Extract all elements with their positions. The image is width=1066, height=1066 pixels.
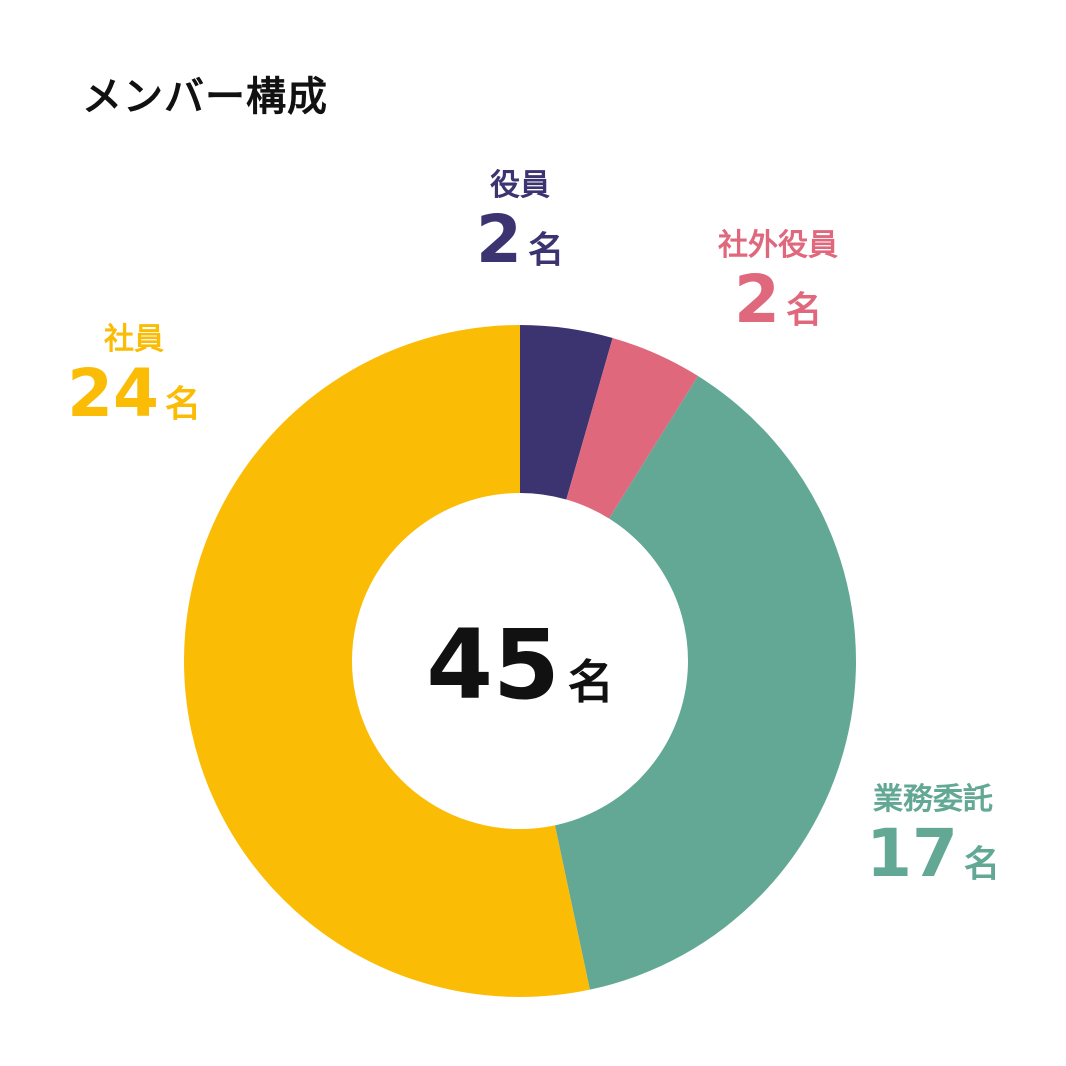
label-value: 17 bbox=[866, 815, 958, 892]
label-name: 社外役員 bbox=[718, 228, 838, 263]
label-unit: 名 bbox=[963, 844, 1000, 885]
label-shain: 社員 24 名 bbox=[59, 322, 209, 447]
total-unit: 名 bbox=[567, 655, 614, 709]
label-unit: 名 bbox=[785, 290, 822, 331]
chart-title: メンバー構成 bbox=[82, 74, 328, 120]
donut-slice-1 bbox=[520, 325, 613, 500]
label-name: 業務委託 bbox=[873, 782, 993, 817]
label-value: 2 bbox=[476, 201, 522, 278]
center-total: 45 名 bbox=[352, 610, 688, 720]
label-value: 2 bbox=[734, 261, 780, 338]
label-name: 役員 bbox=[490, 168, 550, 203]
label-unit: 名 bbox=[527, 230, 564, 271]
donut-slice-2 bbox=[566, 338, 699, 519]
label-value: 24 bbox=[67, 355, 159, 432]
label-unit: 名 bbox=[164, 384, 201, 425]
donut-slice-3 bbox=[554, 376, 856, 990]
donut-slice-4 bbox=[184, 325, 590, 997]
total-value: 45 bbox=[426, 609, 560, 721]
label-name: 社員 bbox=[104, 322, 164, 357]
label-gyomu-itaku: 業務委託 17 名 bbox=[848, 782, 1018, 907]
